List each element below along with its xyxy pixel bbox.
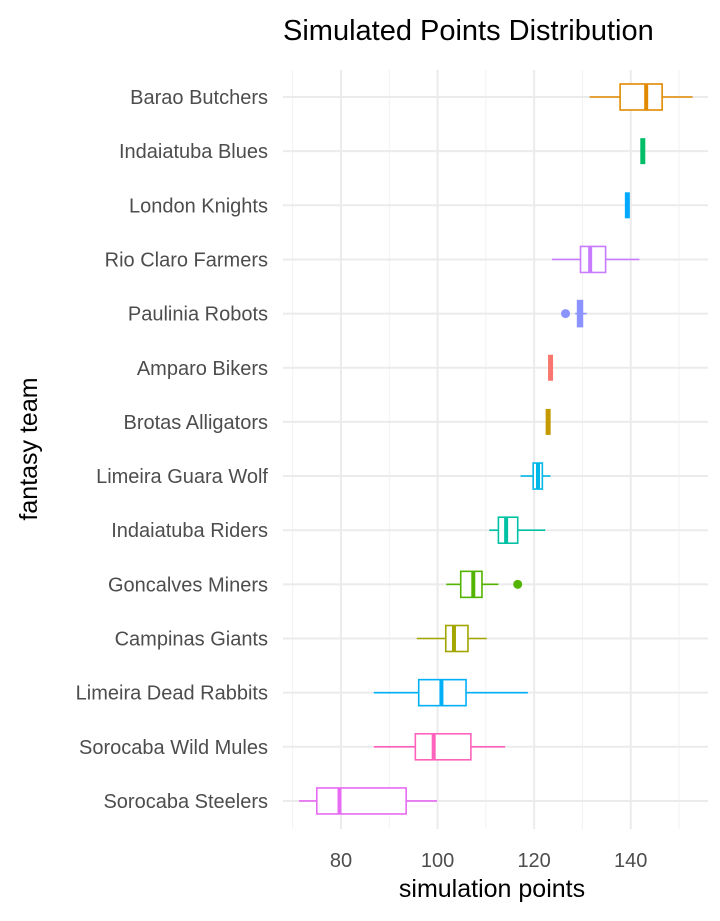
- x-axis-title: simulation points: [399, 875, 585, 903]
- y-tick-label: Amparo Bikers: [137, 358, 268, 380]
- y-tick-label: London Knights: [129, 195, 268, 217]
- y-axis-title: fantasy team: [15, 377, 43, 520]
- y-tick-label: Limeira Dead Rabbits: [76, 683, 268, 705]
- x-tick-label: 120: [517, 850, 550, 872]
- y-tick-label: Indaiatuba Riders: [111, 520, 268, 542]
- box-outlier: [513, 579, 523, 589]
- box-barao-butchers: [589, 83, 693, 111]
- plot-marks: [298, 83, 693, 815]
- y-tick-label: Brotas Alligators: [123, 412, 268, 434]
- y-tick-labels: Barao Butchers Indaiatuba Blues London Kni…: [76, 87, 269, 813]
- box-limeira-guara-wolf: [520, 462, 551, 490]
- box-sorocaba-steelers: [298, 787, 438, 815]
- box-rio-claro-farmers: [552, 245, 640, 274]
- y-tick-label: Indaiatuba Blues: [119, 141, 268, 163]
- y-tick-label: Campinas Giants: [115, 629, 268, 651]
- box-sorocaba-wild-mules: [373, 732, 506, 761]
- box-iqr: [444, 624, 469, 653]
- chart-title: Simulated Points Distribution: [283, 15, 654, 47]
- box-iqr: [619, 83, 663, 111]
- x-tick-labels: 80 100 120 140: [330, 850, 648, 872]
- box-campinas-giants: [416, 624, 487, 653]
- x-tick-label: 80: [330, 850, 352, 872]
- y-tick-label: Paulinia Robots: [128, 304, 268, 326]
- box-iqr: [414, 732, 472, 761]
- box-goncalves-miners: [446, 570, 523, 599]
- grid-lines: [283, 70, 708, 829]
- box-indaiatuba-riders: [489, 516, 546, 545]
- y-tick-label: Rio Claro Farmers: [105, 249, 268, 271]
- box-paulinia-robots: [561, 299, 587, 328]
- box-iqr: [316, 787, 407, 815]
- x-tick-label: 100: [421, 850, 454, 872]
- box-outlier: [561, 309, 571, 319]
- box-limeira-dead-rabbits: [373, 678, 528, 707]
- y-tick-label: Goncalves Miners: [108, 574, 268, 596]
- y-tick-label: Limeira Guara Wolf: [96, 466, 268, 488]
- y-tick-label: Sorocaba Wild Mules: [79, 737, 268, 759]
- box-iqr: [579, 245, 607, 274]
- y-tick-label: Barao Butchers: [130, 87, 268, 109]
- x-tick-label: 140: [614, 850, 647, 872]
- y-tick-label: Sorocaba Steelers: [103, 791, 268, 813]
